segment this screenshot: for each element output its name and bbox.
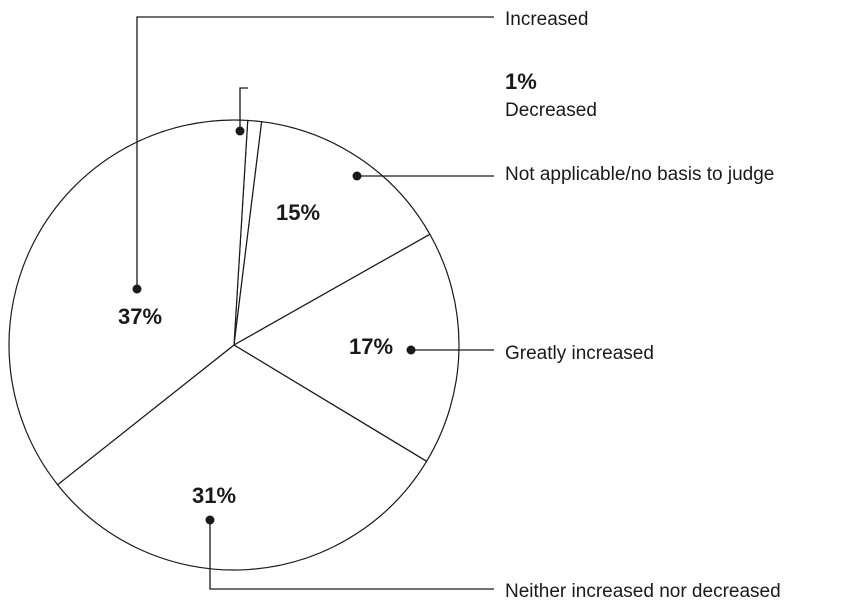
leader-line-neither-increased-nor-decreased [209, 520, 494, 590]
leader-dot-decreased [235, 126, 245, 136]
category-label-not-applicable-no-basis-to-judge: Not applicable/no basis to judge [505, 164, 774, 185]
slice-labels: 1% Decreased 15% Not applicable/no basis to… [118, 9, 781, 602]
value-label-greatly-increased: 17% [349, 334, 393, 359]
leader-line-increased [136, 16, 494, 289]
category-label-increased: Increased [505, 9, 588, 30]
category-label-neither-increased-nor-decreased: Neither increased nor decreased [505, 581, 781, 602]
value-label-increased: 37% [118, 304, 162, 329]
leader-dot-increased [132, 284, 142, 294]
leader-dot-greatly-increased [406, 345, 416, 355]
category-label-greatly-increased: Greatly increased [505, 343, 654, 364]
pie-slice-greatly-increased [232, 233, 460, 463]
leader-dot-neither-increased-nor-decreased [205, 515, 215, 525]
pie-slice-not-applicable-no-basis-to-judge [233, 121, 431, 347]
leader-lines [132, 16, 494, 590]
pie-slices [8, 119, 460, 571]
value-label-not-applicable-no-basis-to-judge: 15% [276, 200, 320, 225]
category-label-decreased: Decreased [505, 100, 597, 121]
leader-line-decreased [239, 87, 248, 131]
value-label-neither-increased-nor-decreased: 31% [192, 483, 236, 508]
pie-slice-increased [8, 119, 249, 486]
pie-slice-neither-increased-nor-decreased [56, 344, 428, 571]
leader-dot-not-applicable-no-basis-to-judge [352, 171, 362, 181]
value-label-decreased: 1% [505, 69, 537, 94]
